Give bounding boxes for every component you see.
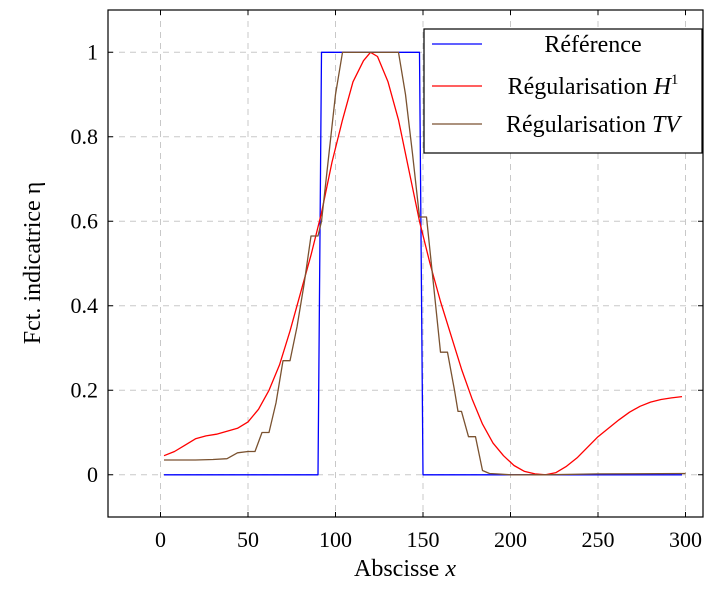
y-tick-label: 0.2 [71, 377, 99, 402]
legend-entry: Référence [544, 32, 641, 58]
y-tick-label: 1 [87, 39, 98, 64]
series-line-3 [164, 51, 686, 476]
series-layer [163, 51, 686, 476]
legend-entry-math: H [653, 74, 673, 100]
legend-entry: Régularisation H1 [508, 72, 679, 100]
x-tick-label: 0 [155, 527, 166, 552]
x-axis-label: Abscisse x [354, 556, 456, 582]
y-tick-label: 0.6 [71, 208, 99, 233]
legend-entry-label: Référence [544, 32, 641, 58]
x-tick-label: 50 [237, 527, 259, 552]
y-tick-label: 0.8 [71, 124, 99, 149]
legend-entry-sup: 1 [671, 72, 679, 88]
y-tick-label: 0 [87, 462, 98, 487]
x-tick-label: 150 [407, 527, 440, 552]
x-tick-label: 250 [582, 527, 615, 552]
y-axis-label: Fct. indicatrice η [20, 182, 46, 345]
legend-box [423, 28, 703, 154]
legend-entry-math: TV [652, 112, 682, 138]
legend-entry-label: Régularisation [506, 112, 646, 138]
y-tick-label: 0.4 [71, 293, 99, 318]
ticks: 0 50 100 150 200 250 300 0 0.2 0.4 0.6 0.8 1 [71, 10, 703, 552]
series-line-2 [163, 51, 683, 476]
x-tick-label: 200 [494, 527, 527, 552]
legend-entry-label: Régularisation [508, 74, 648, 100]
plot-frame [107, 9, 704, 518]
legend-entry: Régularisation TV [506, 112, 682, 138]
x-tick-label: 100 [319, 527, 352, 552]
x-tick-label: 300 [669, 527, 702, 552]
